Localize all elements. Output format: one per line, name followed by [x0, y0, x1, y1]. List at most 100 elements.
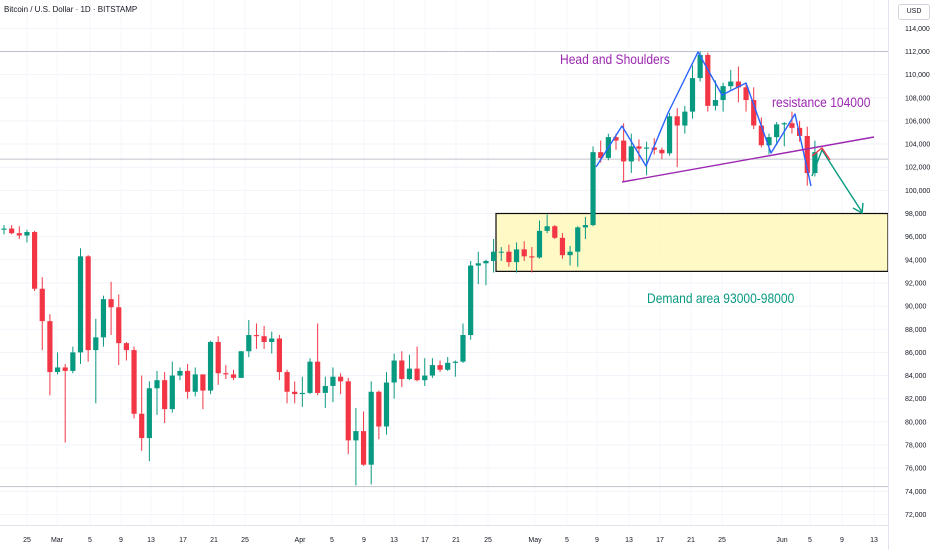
- candle-body: [491, 251, 497, 261]
- candle: [330, 367, 336, 403]
- candle-body: [353, 431, 359, 441]
- y-tick-label: 88,000: [905, 327, 927, 334]
- candle: [659, 147, 665, 160]
- candle-body: [644, 147, 650, 149]
- candle: [682, 105, 688, 134]
- candle-body: [483, 260, 489, 264]
- candle: [437, 360, 443, 373]
- candle-body: [47, 321, 53, 373]
- candle-body: [200, 374, 206, 391]
- candle: [230, 369, 237, 381]
- candle: [781, 122, 787, 147]
- candle-body: [498, 251, 504, 253]
- x-tick-label: Apr: [295, 537, 307, 544]
- candle: [789, 111, 795, 134]
- candle-body: [169, 375, 175, 410]
- candle: [253, 323, 260, 349]
- candle: [728, 69, 734, 90]
- candle-body: [299, 392, 305, 395]
- candle: [774, 122, 780, 146]
- candle: [154, 370, 160, 415]
- x-tick-label: 17: [421, 537, 429, 544]
- y-tick-label: 84,000: [905, 373, 927, 380]
- candle: [77, 248, 84, 364]
- candle-body: [445, 362, 451, 370]
- candle-body: [1, 228, 7, 230]
- candle-body: [781, 123, 787, 125]
- candle-body: [185, 370, 191, 392]
- candle: [139, 375, 145, 451]
- candle: [720, 82, 726, 112]
- candle: [269, 331, 275, 354]
- x-tick-label: 5: [330, 537, 334, 544]
- candle-body: [536, 230, 543, 258]
- candle-body: [506, 251, 512, 263]
- candle-body: [376, 391, 382, 427]
- candle: [552, 225, 558, 239]
- y-tick-label: 76,000: [905, 466, 927, 473]
- candle-body: [368, 391, 374, 465]
- candle: [521, 241, 527, 261]
- y-tick-label: 80,000: [905, 419, 927, 426]
- candle: [108, 281, 114, 336]
- head-and-shoulders-pattern: [595, 51, 812, 187]
- candle-body: [16, 233, 22, 236]
- candle: [177, 367, 183, 381]
- candle: [804, 126, 810, 186]
- candle: [674, 108, 680, 168]
- candle: [414, 346, 420, 382]
- candle: [131, 346, 137, 419]
- candle-body: [345, 381, 351, 441]
- candle: [32, 230, 38, 292]
- x-tick-label: 9: [119, 537, 123, 544]
- candle-body: [712, 100, 719, 106]
- y-tick-label: 86,000: [905, 350, 927, 357]
- x-tick-label: 5: [565, 537, 569, 544]
- candle-body: [131, 350, 137, 414]
- candle: [315, 323, 321, 396]
- candle-body: [406, 368, 413, 380]
- candle-body: [383, 382, 390, 427]
- candle: [93, 318, 99, 404]
- candle-body: [70, 352, 76, 371]
- x-tick-label: 9: [595, 537, 599, 544]
- candle: [307, 358, 313, 395]
- candle: [284, 369, 290, 404]
- candle: [689, 65, 696, 119]
- candle: [513, 242, 520, 273]
- candle: [644, 141, 650, 176]
- candle: [261, 325, 267, 349]
- candle-body: [460, 335, 466, 362]
- candle-body: [743, 87, 749, 101]
- candle-body: [399, 360, 405, 380]
- x-tick-label: 13: [390, 537, 398, 544]
- candle-body: [475, 263, 481, 266]
- retest-arrow-head: [852, 202, 864, 215]
- y-tick-label: 102,000: [905, 165, 930, 172]
- candle-body: [93, 337, 99, 351]
- candle: [215, 336, 221, 385]
- candle: [391, 353, 397, 399]
- candle-body: [452, 361, 458, 363]
- candle: [758, 117, 764, 148]
- candle: [146, 381, 152, 462]
- candle: [16, 226, 22, 239]
- candle: [544, 214, 550, 234]
- y-tick-label: 96,000: [905, 234, 927, 241]
- y-tick-label: 78,000: [905, 443, 927, 450]
- y-tick-label: 100,000: [905, 188, 930, 195]
- candle: [483, 259, 489, 286]
- candle-body: [812, 152, 818, 173]
- currency-button[interactable]: USD: [898, 4, 930, 20]
- candle: [751, 87, 757, 130]
- candle-body: [322, 385, 328, 393]
- candle: [743, 82, 749, 112]
- candle: [338, 373, 344, 395]
- candle: [666, 112, 673, 156]
- candle: [812, 140, 818, 177]
- candle-body: [575, 227, 581, 252]
- neckline: [621, 136, 875, 183]
- x-tick-label: 5: [808, 537, 812, 544]
- candle-body: [253, 335, 260, 337]
- candle: [322, 376, 328, 408]
